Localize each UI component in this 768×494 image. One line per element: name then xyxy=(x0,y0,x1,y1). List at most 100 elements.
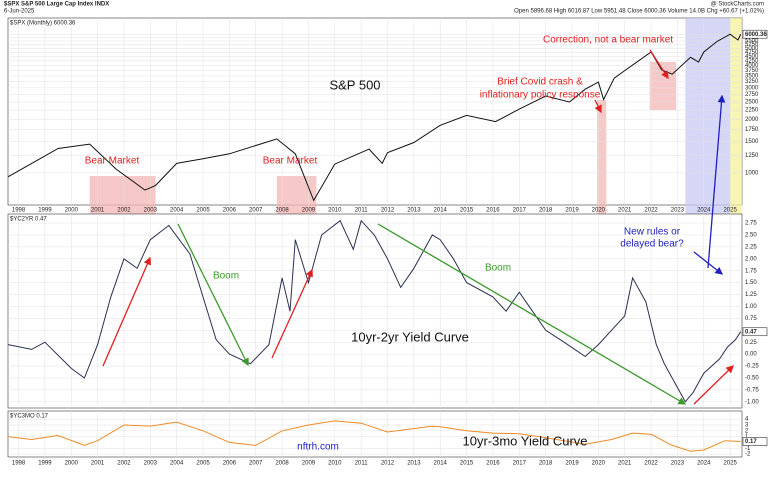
y-tick-label: -0.75 xyxy=(745,387,759,393)
x-tick-label: 2025 xyxy=(723,461,737,467)
annotation: S&P 500 xyxy=(329,77,380,92)
arrow xyxy=(707,94,726,269)
x-tick-label: 2019 xyxy=(565,461,579,467)
x-tick-label: 2000 xyxy=(65,461,79,467)
y-tick-label: 3 xyxy=(745,423,749,429)
y-tick-label: -0.25 xyxy=(745,364,759,370)
y-tick-label: -0.50 xyxy=(745,376,759,382)
annotation: Correction, not a bear market xyxy=(543,35,673,46)
y-tick-label: 0.25 xyxy=(745,340,757,346)
y-tick-label: 1750 xyxy=(745,127,759,133)
x-tick-label: 2012 xyxy=(381,208,395,214)
x-tick-label: 2003 xyxy=(144,208,158,214)
panel xyxy=(7,17,743,206)
x-tick-label: 1999 xyxy=(38,461,52,467)
y-tick-label: -2 xyxy=(745,452,751,458)
header-title: $SPX S&P 500 Large Cap Index INDX xyxy=(4,2,109,8)
arrow xyxy=(377,223,687,405)
y-tick-label: 2.00 xyxy=(745,256,757,262)
y-tick-label: -1.00 xyxy=(745,399,759,405)
x-tick-label: 2013 xyxy=(407,208,421,214)
y-tick-label: 2250 xyxy=(745,108,759,114)
series-line xyxy=(7,33,742,202)
y-tick-label: 2.25 xyxy=(745,244,757,250)
x-tick-label: 2015 xyxy=(460,461,474,467)
panel xyxy=(7,410,743,458)
annotation: nftrh.com xyxy=(297,442,339,453)
x-tick-label: 2018 xyxy=(539,208,553,214)
x-tick-label: 2002 xyxy=(117,461,131,467)
x-tick-label: 2005 xyxy=(196,461,210,467)
x-tick-label: 2008 xyxy=(275,461,289,467)
last-value-box xyxy=(742,437,768,446)
x-tick-label: 2005 xyxy=(196,208,210,214)
y-tick-label: 2 xyxy=(745,428,749,434)
x-tick-label: 2025 xyxy=(723,208,737,214)
annotation: Bear Market xyxy=(263,156,318,167)
x-tick-label: 2022 xyxy=(644,208,658,214)
header-date: 6-Jun-2025 xyxy=(4,9,35,15)
x-tick-label: 1999 xyxy=(38,208,52,214)
header-quote: Open 5896.68 High 6016.87 Low 5951.48 Cl… xyxy=(514,9,764,15)
x-tick-label: 2007 xyxy=(249,208,263,214)
y-tick-label: 1250 xyxy=(745,153,759,159)
y-tick-label: 4750 xyxy=(745,50,759,56)
x-tick-label: 1998 xyxy=(12,461,26,467)
series-line xyxy=(7,420,741,452)
arrows xyxy=(102,49,734,405)
arrow xyxy=(649,49,669,80)
x-tick-label: 2006 xyxy=(223,461,237,467)
y-tick-label: 4250 xyxy=(745,58,759,64)
annotation: Bear Market xyxy=(85,156,140,167)
x-tick-label: 2023 xyxy=(671,208,685,214)
panel xyxy=(7,213,743,409)
plot-area: 1000125015001750200022502500275030003250… xyxy=(7,21,768,467)
x-tick-label: 2024 xyxy=(697,208,711,214)
annotation: 10yr-3mo Yield Curve xyxy=(463,433,588,448)
annotation: Boom xyxy=(485,263,511,274)
y-tick-label: 0.75 xyxy=(745,316,757,322)
x-tick-label: 2000 xyxy=(65,208,79,214)
y-tick-label: 5000 xyxy=(745,46,759,52)
x-tick-label: 2011 xyxy=(355,461,369,467)
y-tick-label: 2750 xyxy=(745,92,759,98)
last-value-box xyxy=(742,29,768,39)
arrow xyxy=(693,365,734,405)
last-value-label: 0.17 xyxy=(745,439,757,445)
x-tick-label: 2021 xyxy=(618,461,632,467)
y-tick-label: 1000 xyxy=(745,170,759,176)
annotation: New rules or xyxy=(624,227,681,238)
annotation: inflationary policy response xyxy=(480,90,601,101)
x-tick-label: 2003 xyxy=(144,461,158,467)
x-tick-label: 2004 xyxy=(170,208,184,214)
x-tick-label: 2002 xyxy=(117,208,131,214)
y-tick-label: 5500 xyxy=(745,39,759,45)
y-tick-label: 3500 xyxy=(745,74,759,80)
y-tick-label: -1 xyxy=(745,446,751,452)
x-tick-label: 2012 xyxy=(381,461,395,467)
annotation: Boom xyxy=(213,271,239,282)
arrow xyxy=(693,251,724,275)
shaded-range xyxy=(730,18,742,408)
background xyxy=(7,17,743,458)
arrow xyxy=(271,268,313,359)
x-tick-label: 2016 xyxy=(486,208,500,214)
x-tick-label: 2001 xyxy=(91,208,105,214)
arrow xyxy=(594,99,602,114)
x-tick-label: 2021 xyxy=(618,208,632,214)
header-source: @ StockCharts.com xyxy=(711,2,764,8)
series-line xyxy=(7,219,742,403)
x-tick-label: 2008 xyxy=(275,208,289,214)
y-tick-label: 1.75 xyxy=(745,268,757,274)
x-tick-label: 2010 xyxy=(328,208,342,214)
arrow xyxy=(102,256,151,367)
y-tick-label: 2.50 xyxy=(745,233,757,239)
x-tick-label: 1998 xyxy=(12,208,26,214)
x-tick-label: 2001 xyxy=(91,461,105,467)
x-tick-label: 2016 xyxy=(486,461,500,467)
x-tick-label: 2022 xyxy=(644,461,658,467)
x-tick-label: 2020 xyxy=(592,461,606,467)
y-tick-label: 5250 xyxy=(745,42,759,48)
x-tick-label: 2004 xyxy=(170,461,184,467)
